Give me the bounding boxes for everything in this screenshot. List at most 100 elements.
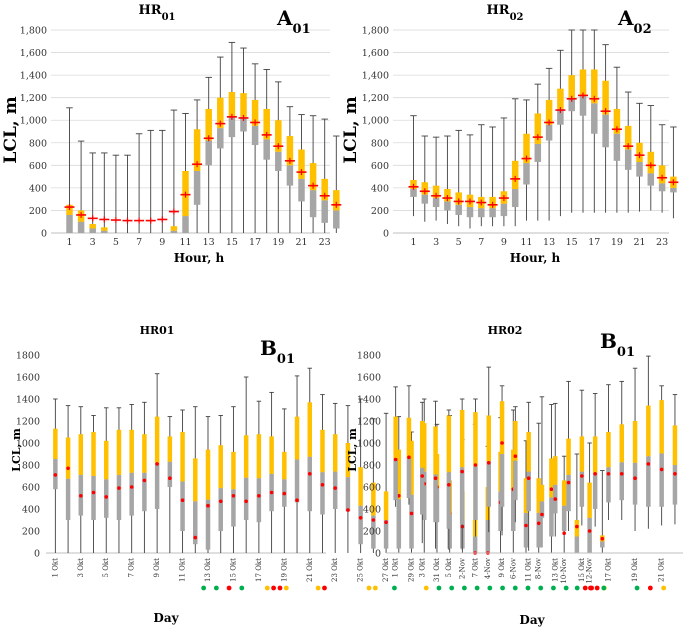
box-upper bbox=[154, 416, 160, 463]
box-upper bbox=[193, 458, 198, 502]
box-lower bbox=[486, 461, 491, 507]
box-lower bbox=[358, 505, 363, 545]
mean-marker bbox=[206, 503, 210, 508]
y-tick-label: 400 bbox=[363, 505, 381, 516]
day-dot-green bbox=[634, 585, 640, 591]
box-upper bbox=[180, 432, 185, 482]
box-lower bbox=[545, 124, 553, 141]
box-lower bbox=[511, 490, 516, 531]
box-lower bbox=[561, 505, 567, 531]
box-upper bbox=[672, 425, 678, 465]
box-upper bbox=[371, 482, 376, 516]
x-tick-label: 27 Okt bbox=[382, 558, 390, 582]
y-tick-label: 1600 bbox=[357, 373, 381, 384]
mean-marker bbox=[619, 472, 624, 476]
box-upper bbox=[619, 424, 624, 463]
x-tick-label: 12-Nov bbox=[586, 558, 594, 584]
x-tick-label: 9 bbox=[501, 237, 507, 248]
x-tick-label: 13 Okt bbox=[204, 558, 212, 582]
mean-marker bbox=[79, 494, 83, 498]
box-lower bbox=[574, 536, 580, 553]
y-tick-label: 1400 bbox=[16, 395, 40, 406]
box-upper bbox=[486, 415, 491, 462]
y-tick-label: 200 bbox=[371, 206, 389, 217]
box-lower bbox=[182, 216, 189, 233]
chart-title: HR02 bbox=[488, 324, 523, 337]
box-lower bbox=[101, 230, 108, 233]
box-lower bbox=[670, 187, 677, 193]
mean-marker bbox=[320, 483, 325, 487]
x-tick-label: 5 bbox=[113, 237, 119, 248]
x-tick-label: 6-Nov bbox=[509, 558, 517, 579]
box-upper bbox=[526, 432, 531, 472]
box-lower bbox=[511, 189, 519, 208]
box-upper bbox=[170, 226, 178, 231]
box-lower bbox=[472, 536, 478, 553]
box-upper bbox=[101, 227, 108, 231]
day-dot-green bbox=[239, 585, 245, 591]
y-tick-label: 600 bbox=[22, 483, 40, 494]
box-upper bbox=[602, 80, 609, 115]
box-lower bbox=[275, 151, 282, 171]
box-upper bbox=[103, 440, 109, 480]
y-tick-label: 1,000 bbox=[362, 116, 389, 127]
y-tick-label: 200 bbox=[22, 527, 40, 538]
box-upper bbox=[275, 120, 282, 152]
box-upper bbox=[591, 69, 598, 104]
box-lower bbox=[646, 456, 651, 507]
box-upper bbox=[534, 113, 542, 144]
box-lower bbox=[513, 460, 518, 501]
box-upper bbox=[321, 178, 328, 201]
box-lower bbox=[409, 494, 414, 549]
day-dot-green bbox=[512, 585, 518, 591]
y-tick-label: 0 bbox=[375, 549, 381, 560]
x-tick-label: 11 Okt bbox=[525, 558, 533, 582]
box-upper bbox=[659, 400, 664, 454]
box-upper bbox=[205, 108, 212, 141]
mean-marker bbox=[333, 486, 338, 490]
x-tick-label: 23 bbox=[656, 237, 668, 248]
x-tick-label: 9 bbox=[159, 237, 165, 248]
box-lower bbox=[298, 178, 305, 202]
day-dot-red bbox=[594, 585, 600, 591]
mean-marker bbox=[409, 511, 414, 516]
mean-marker bbox=[593, 472, 597, 476]
mean-marker bbox=[53, 473, 58, 477]
x-tick-label: 13 bbox=[203, 237, 215, 248]
day-dot-red bbox=[322, 585, 327, 591]
mean-marker bbox=[549, 487, 554, 492]
box-upper bbox=[553, 456, 558, 485]
mean-marker bbox=[420, 474, 425, 478]
day-dot-green bbox=[601, 585, 607, 591]
box-upper bbox=[549, 458, 554, 498]
mean-marker bbox=[540, 512, 544, 517]
mean-marker bbox=[513, 454, 518, 459]
x-tick-label: 19 Okt bbox=[280, 558, 288, 582]
mean-marker bbox=[524, 523, 528, 528]
x-tick-label: 7 Okt bbox=[128, 558, 136, 578]
box-upper bbox=[142, 434, 147, 473]
mean-marker bbox=[282, 491, 287, 496]
day-dot-red bbox=[582, 585, 588, 591]
box-lower bbox=[619, 462, 624, 501]
box-lower bbox=[332, 471, 338, 509]
day-dot-yellow bbox=[315, 585, 321, 591]
box-lower bbox=[539, 501, 545, 518]
mean-marker bbox=[562, 531, 566, 535]
box-upper bbox=[499, 401, 505, 454]
day-dot-red bbox=[588, 585, 593, 591]
day-dot-red bbox=[271, 585, 276, 591]
day-dot-yellow bbox=[423, 585, 429, 591]
box-lower bbox=[371, 515, 376, 549]
x-tick-label: 15 bbox=[226, 237, 238, 248]
day-dot-yellow bbox=[372, 585, 378, 591]
x-tick-label: 15 Okt bbox=[578, 558, 586, 582]
chart-title: HR02 bbox=[486, 3, 523, 23]
x-tick-label: 11 bbox=[179, 237, 191, 248]
box-upper bbox=[286, 136, 294, 166]
day-dot-yellow bbox=[661, 585, 667, 591]
x-axis-label: Day bbox=[519, 613, 545, 627]
y-axis-label: LCL, m bbox=[346, 428, 359, 472]
x-tick-label: 1 bbox=[66, 237, 72, 248]
